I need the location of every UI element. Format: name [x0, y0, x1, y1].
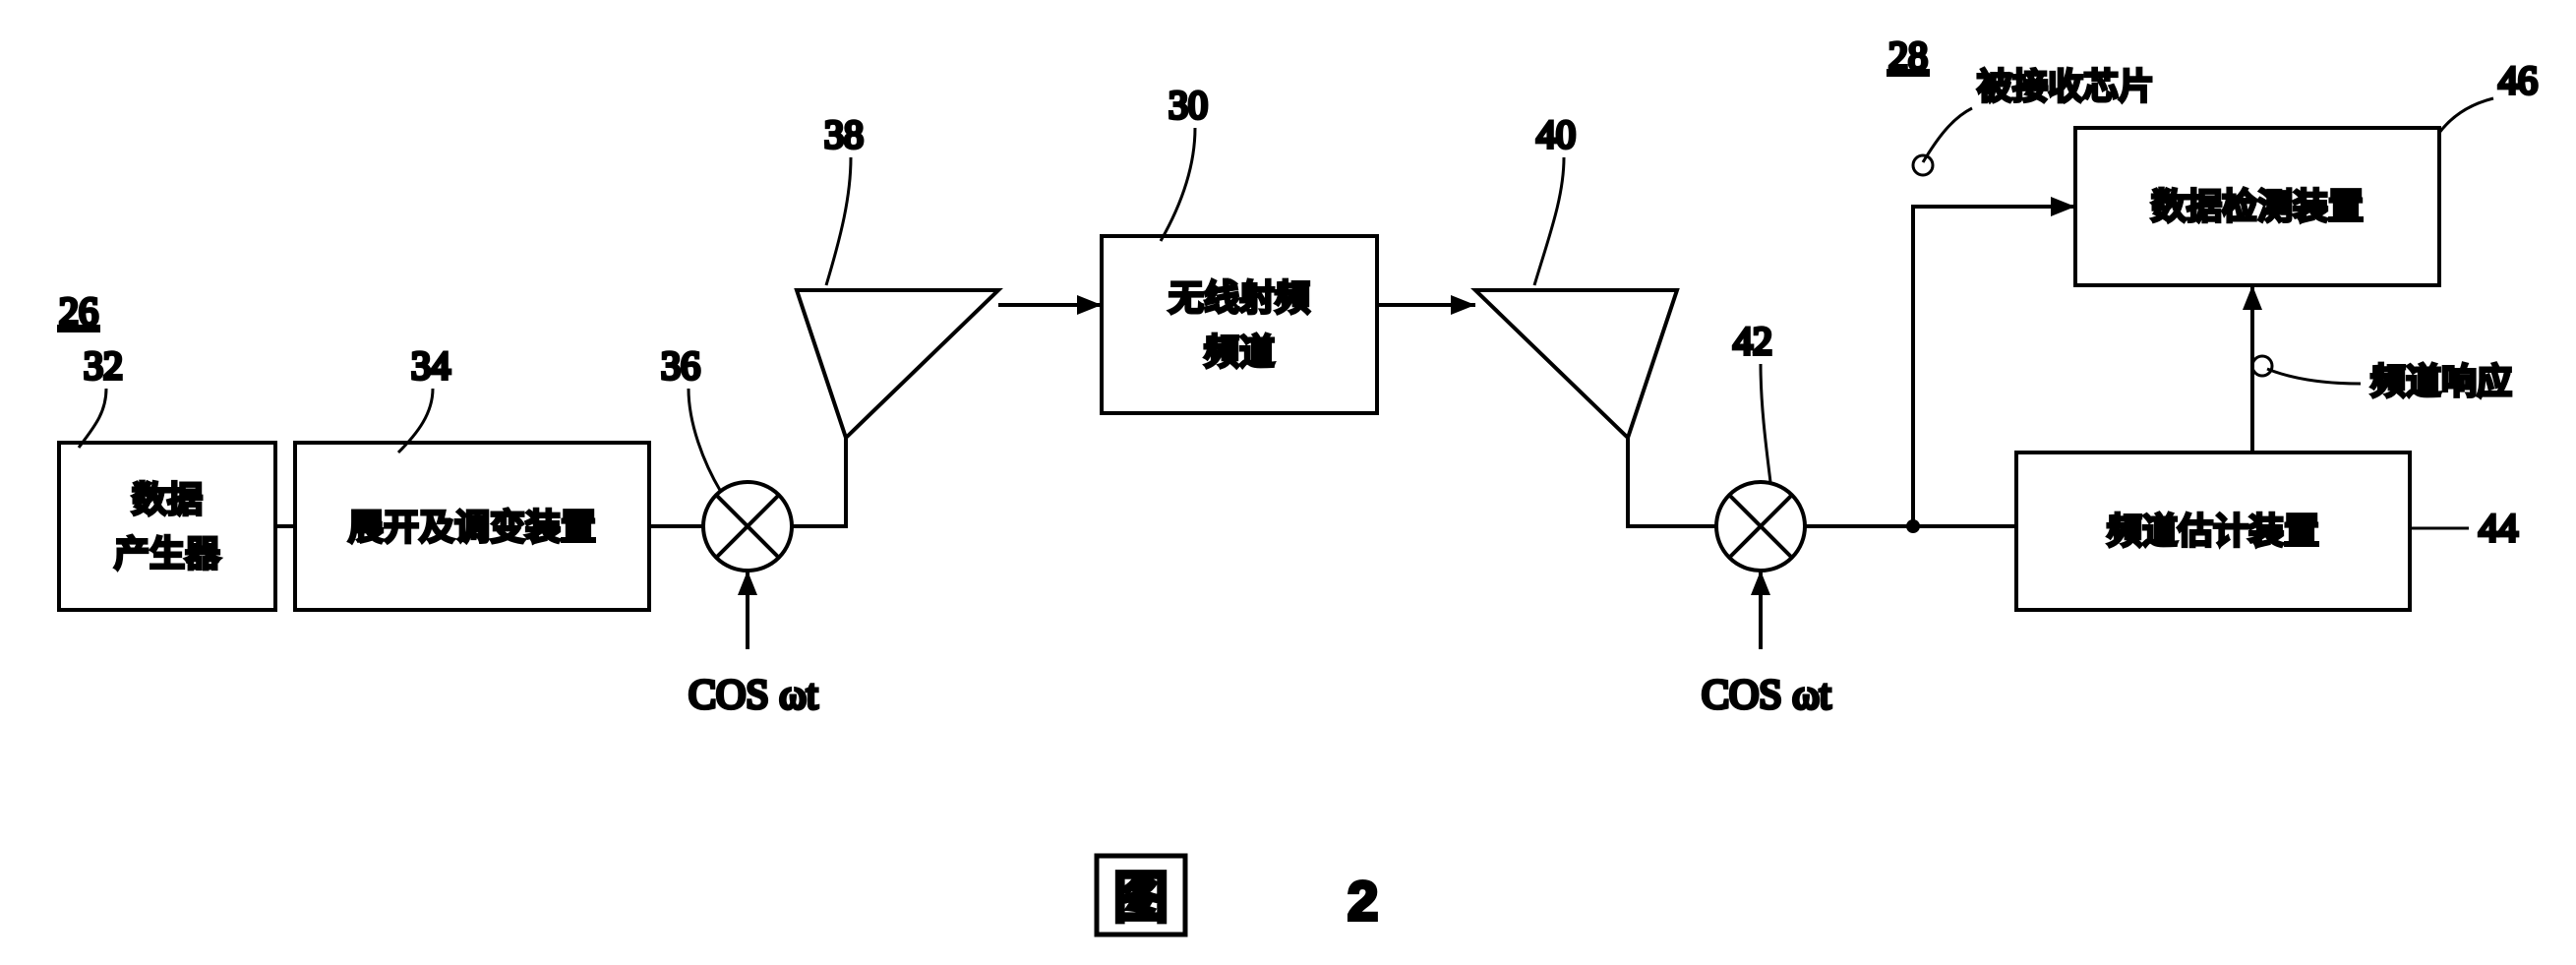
rf-channel-label-1: 无线射频	[1168, 278, 1310, 318]
rf-channel-box	[1102, 236, 1377, 413]
tx-mixer	[703, 482, 792, 571]
id-46: 46	[2498, 58, 2538, 102]
section-id-rx: 28	[1888, 33, 1928, 78]
leader-36	[689, 389, 721, 492]
id-30: 30	[1168, 83, 1208, 127]
rf-channel-label-2: 频道	[1204, 332, 1275, 372]
id-36: 36	[661, 343, 700, 388]
id-40: 40	[1536, 112, 1576, 156]
leader-chan-resp-ring	[2252, 356, 2272, 376]
section-id-tx: 26	[59, 289, 98, 333]
data-generator-label-2: 产生器	[114, 534, 220, 573]
arrow-rf-to-rxantenna	[1451, 295, 1475, 315]
leader-38	[826, 157, 851, 285]
figure-label-prefix: 图	[1113, 867, 1168, 929]
arrow-junction-to-datadet	[2051, 197, 2075, 216]
leader-rx-chip-ring	[1913, 155, 1933, 175]
arrow-coswt-rxmixer	[1751, 571, 1770, 595]
rx-chip-label: 被接收芯片	[1977, 67, 2154, 106]
wire-txmixer-to-txantenna	[792, 438, 846, 526]
leader-40	[1534, 157, 1564, 285]
data-detector-label: 数据检测装置	[2151, 187, 2364, 226]
id-44: 44	[2479, 506, 2518, 550]
id-42: 42	[1733, 319, 1772, 363]
arrow-coswt-txmixer	[738, 571, 757, 595]
id-34: 34	[411, 343, 450, 388]
data-generator-label-1: 数据	[132, 480, 203, 519]
leader-chan-resp	[2267, 369, 2361, 384]
chan-resp-label: 频道响应	[2370, 362, 2512, 401]
wire-junction-to-datadet	[1913, 207, 2075, 526]
leader-rx-chip	[1923, 108, 1972, 162]
id-32: 32	[84, 343, 123, 388]
rx-mixer	[1716, 482, 1805, 571]
wire-rxantenna-to-rxmixer	[1628, 438, 1716, 526]
leader-32	[79, 389, 106, 448]
figure-number: 2	[1348, 870, 1378, 932]
leader-42	[1761, 364, 1770, 482]
rx-antenna	[1475, 290, 1677, 438]
rx-mixer-input-label: COS ωt	[1702, 673, 1831, 718]
leader-46	[2439, 98, 2493, 133]
leader-30	[1161, 128, 1195, 241]
data-generator-box	[59, 443, 275, 610]
arrow-txantenna-to-rf	[1077, 295, 1102, 315]
tx-antenna	[797, 290, 998, 438]
id-38: 38	[824, 112, 864, 156]
tx-mixer-input-label: COS ωt	[689, 673, 818, 718]
channel-estimator-label: 频道估计装置	[2107, 512, 2319, 551]
spread-mod-label: 展开及调变装置	[348, 508, 596, 547]
arrow-chanest-to-datadet	[2243, 285, 2262, 310]
